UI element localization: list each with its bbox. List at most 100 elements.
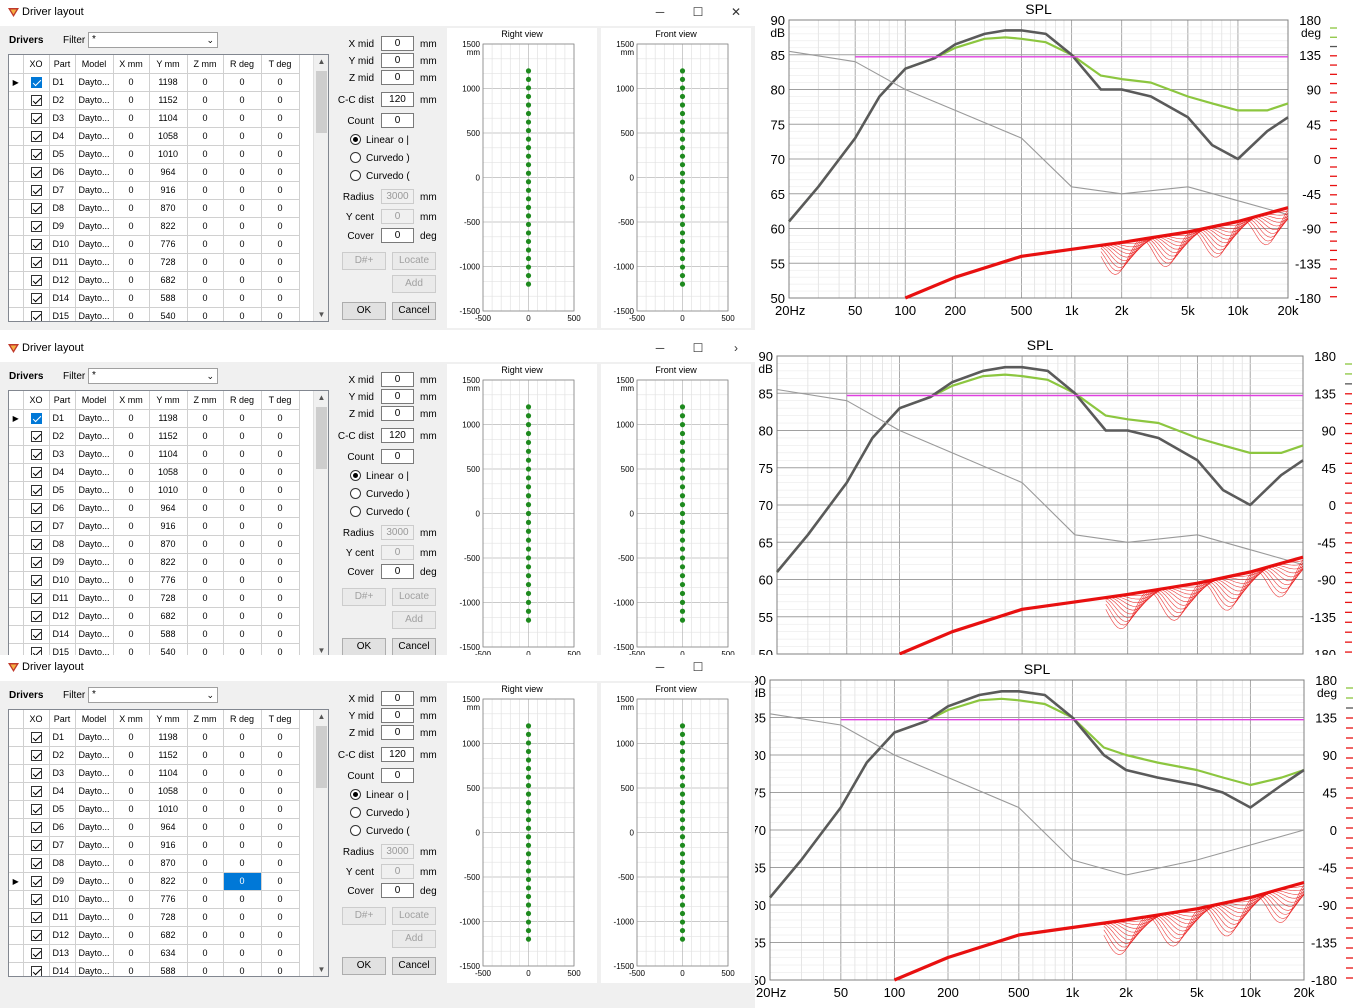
row-header[interactable]: [9, 836, 24, 855]
xo-checkbox[interactable]: [30, 785, 42, 797]
table-cell[interactable]: 0: [113, 535, 150, 554]
table-cell[interactable]: 0: [187, 307, 224, 321]
table-row[interactable]: D10 Dayto... 0 776 0 0 0: [9, 571, 300, 590]
table-cell[interactable]: 822: [149, 553, 188, 572]
add-button[interactable]: Add: [392, 930, 436, 948]
table-cell[interactable]: 588: [149, 289, 188, 308]
table-cell[interactable]: 0: [261, 445, 300, 464]
table-cell[interactable]: 1152: [149, 91, 188, 110]
x-mid-input[interactable]: 0: [381, 36, 414, 51]
cancel-button[interactable]: Cancel: [392, 638, 436, 656]
table-row[interactable]: D3 Dayto... 0 1104 0 0 0: [9, 445, 300, 464]
scroll-up-icon[interactable]: ▲: [317, 393, 326, 402]
table-cell[interactable]: 0: [113, 409, 150, 428]
drivers-grid[interactable]: XO Part Model X mm Y mm Z mm R deg T deg ▶ D1 Dayt…: [8, 390, 329, 656]
table-row[interactable]: D10 Dayto... 0 776 0 0 0: [9, 235, 300, 254]
table-row[interactable]: D2 Dayto... 0 1152 0 0 0: [9, 427, 300, 446]
table-row[interactable]: D12 Dayto... 0 682 0 0 0: [9, 271, 300, 290]
table-cell[interactable]: 0: [261, 643, 300, 656]
column-header[interactable]: Model: [75, 55, 114, 74]
table-cell[interactable]: Dayto...: [75, 163, 114, 182]
table-cell[interactable]: 0: [261, 962, 300, 976]
row-header[interactable]: [9, 217, 24, 236]
table-cell[interactable]: D4: [49, 463, 76, 482]
xo-checkbox-cell[interactable]: [23, 535, 50, 554]
table-cell[interactable]: 0: [113, 307, 150, 321]
close-button[interactable]: [721, 658, 751, 676]
table-cell[interactable]: Dayto...: [75, 746, 114, 765]
table-cell[interactable]: 0: [113, 289, 150, 308]
scroll-down-icon[interactable]: ▼: [317, 646, 326, 655]
table-cell[interactable]: 0: [113, 571, 150, 590]
table-cell[interactable]: Dayto...: [75, 307, 114, 321]
table-cell[interactable]: 1010: [149, 800, 188, 819]
xo-checkbox-cell[interactable]: [23, 571, 50, 590]
cc-dist-input[interactable]: 120: [381, 428, 414, 443]
table-cell[interactable]: 0: [261, 427, 300, 446]
table-cell[interactable]: D2: [49, 746, 76, 765]
table-cell[interactable]: D6: [49, 163, 76, 182]
table-cell[interactable]: 0: [223, 571, 262, 590]
table-cell[interactable]: 0: [187, 145, 224, 164]
filter-select[interactable]: * ⌄: [88, 32, 218, 48]
right-view[interactable]: Right view 1500 1000 500 0 -500 -1000 -1500 mm -5…: [447, 364, 597, 656]
row-header[interactable]: [9, 463, 24, 482]
table-cell[interactable]: D4: [49, 782, 76, 801]
table-row[interactable]: D11 Dayto... 0 728 0 0 0: [9, 253, 300, 272]
table-cell[interactable]: D9: [49, 217, 76, 236]
table-cell[interactable]: 0: [223, 625, 262, 644]
table-cell[interactable]: 0: [261, 481, 300, 500]
xo-checkbox[interactable]: [30, 466, 42, 478]
column-header[interactable]: Part: [49, 391, 76, 410]
table-cell[interactable]: Dayto...: [75, 926, 114, 945]
table-row[interactable]: D8 Dayto... 0 870 0 0 0: [9, 535, 300, 554]
table-cell[interactable]: 0: [261, 73, 300, 92]
table-cell[interactable]: 0: [261, 944, 300, 963]
table-cell[interactable]: D1: [49, 73, 76, 92]
table-cell[interactable]: 0: [113, 271, 150, 290]
table-cell[interactable]: D9: [49, 553, 76, 572]
table-cell[interactable]: Dayto...: [75, 463, 114, 482]
table-cell[interactable]: 822: [149, 872, 188, 891]
table-cell[interactable]: 0: [261, 517, 300, 536]
table-cell[interactable]: D5: [49, 481, 76, 500]
table-cell[interactable]: 1104: [149, 764, 188, 783]
table-cell[interactable]: 0: [187, 607, 224, 626]
table-cell[interactable]: D10: [49, 235, 76, 254]
row-header[interactable]: [9, 271, 24, 290]
table-cell[interactable]: 0: [187, 553, 224, 572]
column-header[interactable]: Z mm: [187, 55, 224, 74]
dnum-button[interactable]: D#+: [342, 907, 386, 925]
table-cell[interactable]: 0: [113, 253, 150, 272]
row-header[interactable]: [9, 607, 24, 626]
table-cell[interactable]: 0: [187, 926, 224, 945]
xo-checkbox-cell[interactable]: [23, 181, 50, 200]
table-cell[interactable]: 1058: [149, 463, 188, 482]
xo-checkbox[interactable]: [30, 538, 42, 550]
filter-select[interactable]: * ⌄: [88, 368, 218, 384]
minimize-button[interactable]: ─: [655, 341, 665, 355]
table-cell[interactable]: Dayto...: [75, 625, 114, 644]
table-row[interactable]: D4 Dayto... 0 1058 0 0 0: [9, 463, 300, 482]
table-row[interactable]: ▶ D1 Dayto... 0 1198 0 0 0: [9, 73, 300, 92]
table-cell[interactable]: 0: [187, 764, 224, 783]
row-header[interactable]: [9, 800, 24, 819]
table-cell[interactable]: 0: [187, 908, 224, 927]
table-row[interactable]: D9 Dayto... 0 822 0 0 0: [9, 217, 300, 236]
xo-checkbox-cell[interactable]: [23, 145, 50, 164]
table-row[interactable]: D2 Dayto... 0 1152 0 0 0: [9, 91, 300, 110]
table-cell[interactable]: Dayto...: [75, 764, 114, 783]
table-cell[interactable]: D3: [49, 445, 76, 464]
table-cell[interactable]: 1058: [149, 782, 188, 801]
table-cell[interactable]: 0: [223, 782, 262, 801]
table-cell[interactable]: 0: [261, 625, 300, 644]
curved1-radio[interactable]: [350, 488, 361, 499]
front-view[interactable]: Front view 1500 1000 500 0 -500 -1000 -1500 mm -5…: [601, 364, 751, 656]
xo-checkbox-cell[interactable]: [23, 253, 50, 272]
table-cell[interactable]: 0: [261, 728, 300, 747]
table-cell[interactable]: 0: [223, 607, 262, 626]
table-cell[interactable]: 0: [223, 463, 262, 482]
xo-checkbox-cell[interactable]: [23, 463, 50, 482]
locate-button[interactable]: Locate: [392, 907, 436, 925]
table-cell[interactable]: 0: [223, 145, 262, 164]
